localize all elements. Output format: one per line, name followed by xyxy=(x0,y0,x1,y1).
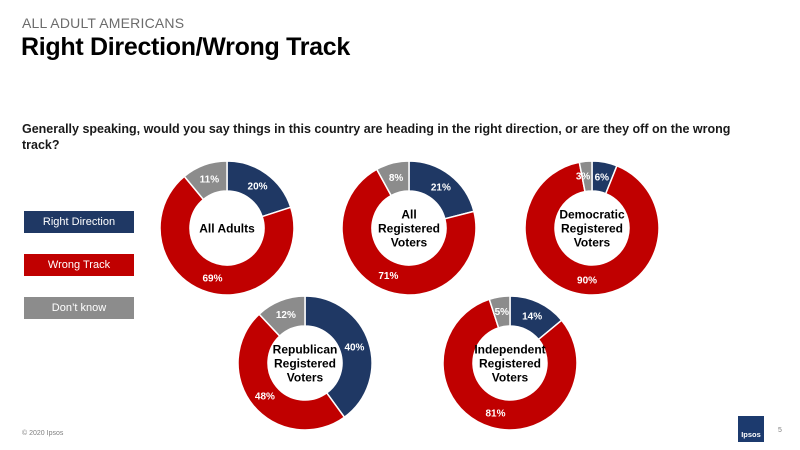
section-kicker: ALL ADULT AMERICANS xyxy=(22,15,185,31)
democratic-registered-voters-slice-wrong-track xyxy=(524,161,660,296)
democratic-registered-voters-label-wrong-track: 90% xyxy=(577,275,597,286)
republican-registered-voters-slice-right-direction xyxy=(304,295,373,419)
republican-registered-voters-label-don-t-know: 12% xyxy=(276,310,296,321)
all-adults-center xyxy=(190,191,264,265)
copyright: © 2020 Ipsos xyxy=(22,430,64,437)
all-registered-voters-slice-wrong-track xyxy=(341,168,477,296)
independent-registered-voters-label-right-direction: 14% xyxy=(522,311,542,322)
all-registered-voters-label-don-t-know: 8% xyxy=(389,173,404,184)
all-registered-voters-slice-don-t-know xyxy=(375,160,410,197)
democratic-registered-voters-title: Democratic Registered Voters xyxy=(559,208,625,250)
all-adults-title: All Adults xyxy=(199,222,255,236)
all-registered-voters-center xyxy=(372,191,446,265)
republican-registered-voters-label-right-direction: 40% xyxy=(344,342,364,353)
all-adults-label-don-t-know: 11% xyxy=(200,175,220,186)
all-registered-voters-label-right-direction: 21% xyxy=(431,182,451,193)
independent-registered-voters-label-wrong-track: 81% xyxy=(485,408,505,419)
survey-question: Generally speaking, would you say things… xyxy=(22,122,731,152)
democratic-registered-voters-label-right-direction: 6% xyxy=(595,172,610,183)
legend-wrong-track: Wrong Track xyxy=(24,254,134,276)
republican-registered-voters-center xyxy=(268,326,342,400)
democratic-registered-voters-label-don-t-know: 3% xyxy=(576,172,591,183)
page-title: Right Direction/Wrong Track xyxy=(21,33,350,61)
legend-right-direction: Right Direction xyxy=(24,211,134,233)
independent-registered-voters-center xyxy=(473,326,547,400)
all-registered-voters-label-wrong-track: 71% xyxy=(378,271,398,282)
all-adults-label-wrong-track: 69% xyxy=(202,273,222,284)
independent-registered-voters-label-don-t-know: 5% xyxy=(495,307,510,318)
all-adults-slice-wrong-track xyxy=(159,175,295,296)
democratic-registered-voters-center xyxy=(555,191,629,265)
all-registered-voters-title: All Registered Voters xyxy=(378,208,440,250)
republican-registered-voters-label-wrong-track: 48% xyxy=(255,392,275,403)
democratic-registered-voters-slice-don-t-know xyxy=(578,160,593,193)
all-adults-label-right-direction: 20% xyxy=(248,181,268,192)
independent-registered-voters-slice-wrong-track xyxy=(442,298,578,431)
republican-registered-voters-slice-wrong-track xyxy=(237,313,346,431)
republican-registered-voters-slice-don-t-know xyxy=(258,295,306,338)
all-adults-slice-don-t-know xyxy=(183,160,228,201)
independent-registered-voters-title: Independent Registered Voters xyxy=(474,343,545,385)
republican-registered-voters-title: Republican Registered Voters xyxy=(273,343,338,385)
independent-registered-voters-slice-don-t-know xyxy=(488,295,511,329)
page-number: 5 xyxy=(778,427,782,434)
ipsos-logo: Ipsos xyxy=(738,416,764,442)
legend-dont-know: Don’t know xyxy=(24,297,134,319)
